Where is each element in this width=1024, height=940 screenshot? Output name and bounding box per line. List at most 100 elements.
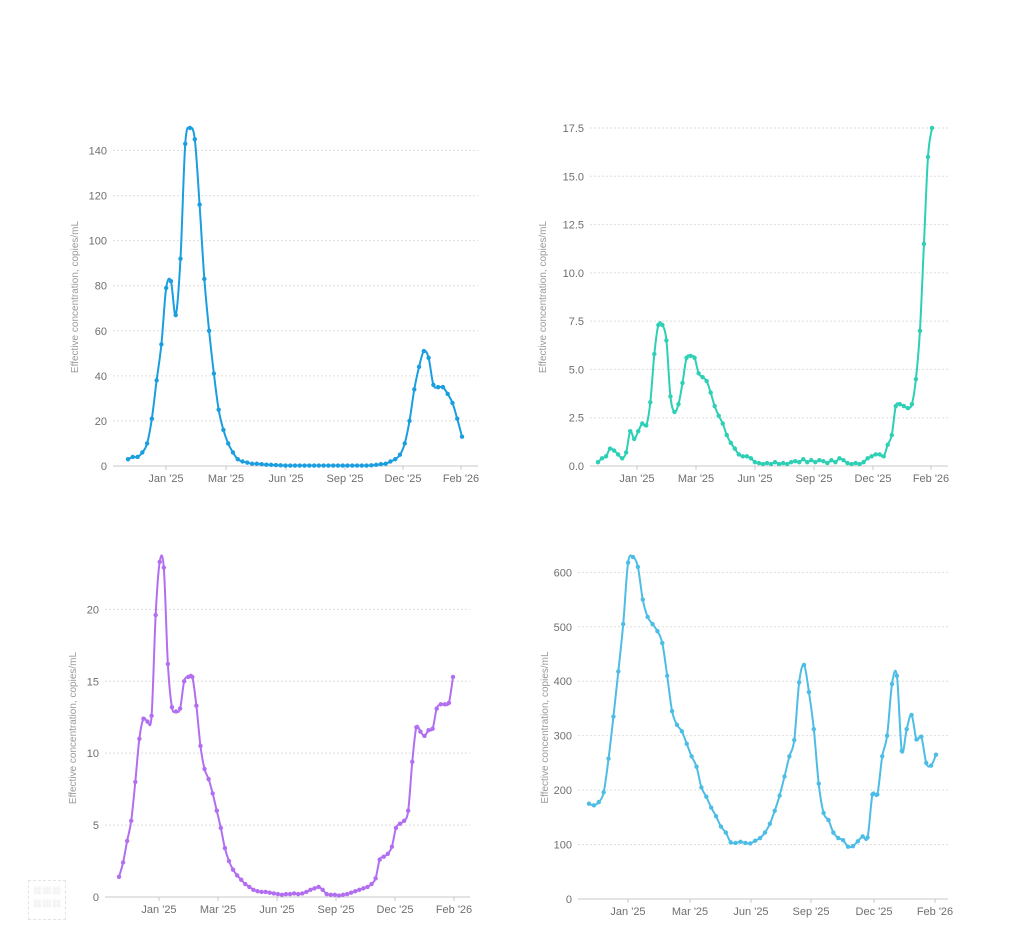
data-point[interactable] bbox=[688, 353, 693, 359]
data-point[interactable] bbox=[129, 818, 134, 823]
data-point[interactable] bbox=[699, 785, 704, 790]
data-point[interactable] bbox=[615, 452, 621, 457]
data-point[interactable] bbox=[416, 364, 422, 370]
data-point[interactable] bbox=[599, 456, 605, 461]
data-point[interactable] bbox=[251, 887, 256, 893]
data-point[interactable] bbox=[752, 459, 758, 465]
data-point[interactable] bbox=[913, 376, 919, 382]
data-point[interactable] bbox=[304, 889, 309, 895]
data-point[interactable] bbox=[283, 891, 289, 897]
data-point[interactable] bbox=[811, 726, 817, 732]
data-point[interactable] bbox=[345, 463, 350, 468]
data-point[interactable] bbox=[302, 463, 307, 468]
data-point[interactable] bbox=[870, 792, 875, 797]
data-point[interactable] bbox=[340, 463, 345, 468]
data-point[interactable] bbox=[169, 704, 175, 710]
data-point[interactable] bbox=[764, 460, 770, 466]
data-point[interactable] bbox=[373, 462, 379, 468]
data-point[interactable] bbox=[668, 394, 673, 399]
data-point[interactable] bbox=[889, 432, 894, 438]
data-point[interactable] bbox=[619, 456, 625, 461]
data-point[interactable] bbox=[268, 462, 274, 468]
data-point[interactable] bbox=[412, 387, 417, 392]
data-point[interactable] bbox=[124, 838, 130, 844]
data-point[interactable] bbox=[829, 458, 834, 463]
data-point[interactable] bbox=[801, 457, 806, 462]
data-point[interactable] bbox=[873, 452, 878, 457]
data-point[interactable] bbox=[430, 726, 435, 731]
data-point[interactable] bbox=[849, 461, 854, 467]
data-point[interactable] bbox=[924, 760, 929, 766]
data-point[interactable] bbox=[316, 884, 321, 890]
data-point[interactable] bbox=[607, 446, 613, 451]
data-point[interactable] bbox=[137, 736, 142, 741]
data-point[interactable] bbox=[344, 891, 350, 897]
data-point[interactable] bbox=[780, 460, 786, 466]
data-point[interactable] bbox=[144, 441, 150, 446]
data-point[interactable] bbox=[595, 459, 601, 465]
data-point[interactable] bbox=[326, 463, 331, 468]
data-point[interactable] bbox=[267, 890, 272, 895]
data-point[interactable] bbox=[821, 458, 826, 464]
data-point[interactable] bbox=[623, 450, 629, 455]
data-point[interactable] bbox=[640, 597, 645, 602]
data-point[interactable] bbox=[194, 703, 199, 708]
data-point[interactable] bbox=[431, 382, 436, 388]
data-point[interactable] bbox=[221, 427, 226, 433]
data-point[interactable] bbox=[630, 554, 636, 560]
data-point[interactable] bbox=[422, 733, 427, 739]
data-point[interactable] bbox=[211, 371, 217, 376]
data-point[interactable] bbox=[388, 459, 393, 464]
data-point[interactable] bbox=[914, 737, 919, 742]
data-point[interactable] bbox=[816, 781, 821, 786]
data-point[interactable] bbox=[245, 460, 250, 465]
data-point[interactable] bbox=[418, 729, 423, 734]
data-point[interactable] bbox=[813, 459, 818, 465]
data-point[interactable] bbox=[226, 441, 231, 446]
data-point[interactable] bbox=[407, 418, 412, 424]
data-point[interactable] bbox=[713, 814, 719, 819]
data-point[interactable] bbox=[837, 456, 842, 461]
data-point[interactable] bbox=[756, 460, 762, 466]
data-point[interactable] bbox=[446, 700, 452, 706]
data-point[interactable] bbox=[163, 285, 169, 291]
data-point[interactable] bbox=[291, 891, 297, 896]
data-point[interactable] bbox=[311, 463, 317, 468]
data-point[interactable] bbox=[748, 841, 753, 846]
data-point[interactable] bbox=[845, 460, 850, 466]
data-point[interactable] bbox=[704, 794, 709, 799]
data-point[interactable] bbox=[247, 884, 252, 890]
data-point[interactable] bbox=[724, 432, 729, 438]
data-point[interactable] bbox=[149, 713, 154, 718]
data-point[interactable] bbox=[357, 887, 362, 893]
data-point[interactable] bbox=[921, 241, 927, 247]
data-point[interactable] bbox=[596, 799, 601, 805]
data-point[interactable] bbox=[684, 741, 689, 747]
data-point[interactable] bbox=[696, 371, 701, 376]
data-point[interactable] bbox=[674, 722, 680, 727]
data-point[interactable] bbox=[655, 628, 660, 634]
data-point[interactable] bbox=[348, 890, 354, 895]
data-point[interactable] bbox=[287, 891, 293, 897]
data-point[interactable] bbox=[254, 461, 260, 466]
data-point[interactable] bbox=[796, 680, 802, 685]
data-point[interactable] bbox=[271, 891, 276, 896]
data-point[interactable] bbox=[190, 674, 195, 680]
data-point[interactable] bbox=[178, 256, 183, 261]
data-point[interactable] bbox=[885, 442, 890, 447]
data-point[interactable] bbox=[330, 463, 336, 468]
data-point[interactable] bbox=[656, 322, 661, 328]
data-point[interactable] bbox=[120, 860, 126, 865]
data-point[interactable] bbox=[850, 843, 856, 849]
data-point[interactable] bbox=[130, 454, 135, 460]
data-point[interactable] bbox=[806, 689, 812, 695]
data-point[interactable] bbox=[230, 867, 236, 872]
data-point[interactable] bbox=[442, 702, 448, 707]
data-point[interactable] bbox=[836, 835, 841, 841]
data-point[interactable] bbox=[792, 737, 797, 743]
data-point[interactable] bbox=[273, 462, 279, 468]
data-point[interactable] bbox=[275, 891, 281, 897]
data-point[interactable] bbox=[214, 808, 219, 813]
data-point[interactable] bbox=[740, 454, 746, 459]
data-point[interactable] bbox=[865, 456, 870, 461]
